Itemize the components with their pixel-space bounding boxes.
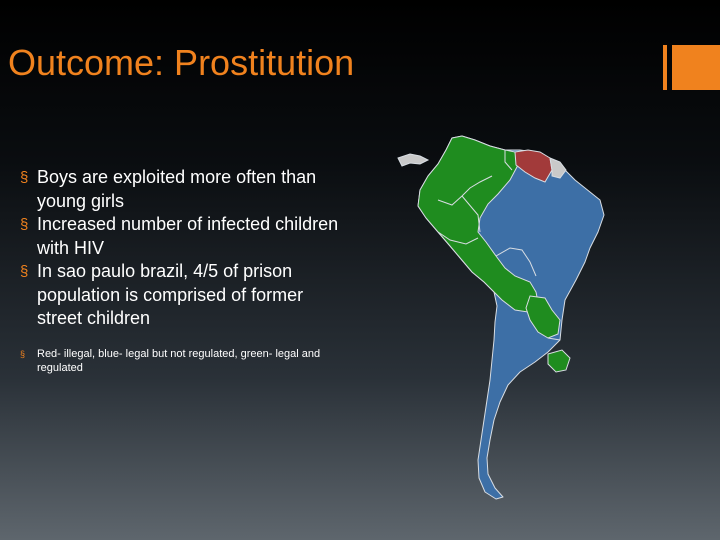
map-region-paraguay [525, 295, 561, 339]
bullet-item: § In sao paulo brazil, 4/5 of prison pop… [20, 260, 340, 331]
bullet-item: § Boys are exploited more often than you… [20, 166, 340, 213]
bullet-item: § Increased number of infected children … [20, 213, 340, 260]
bullet-text: Boys are exploited more often than young… [37, 167, 317, 211]
bullet-marker-icon: § [20, 263, 29, 280]
south-america-map [397, 135, 605, 500]
bullet-text: Increased number of infected children wi… [37, 214, 339, 258]
bullet-marker-icon: § [20, 216, 29, 233]
legend-note-text: Red- illegal, blue- legal but not regula… [37, 348, 321, 374]
accent-bar-thick [672, 45, 720, 90]
bullet-text: In sao paulo brazil, 4/5 of prison popul… [37, 261, 304, 328]
accent-bar-thin [663, 45, 667, 90]
map-borders [437, 150, 561, 341]
bullet-list: § Boys are exploited more often than you… [20, 166, 340, 331]
map-region-guianas [514, 149, 553, 183]
map-region-uruguay [547, 349, 571, 373]
bullet-marker-icon: § [20, 349, 26, 359]
slide-title: Outcome: Prostitution [8, 42, 355, 83]
legend-note: § Red- illegal, blue- legal but not regu… [20, 348, 347, 375]
map-region-panama [397, 153, 430, 167]
bullet-marker-icon: § [20, 169, 29, 186]
map-region-french-guiana [549, 157, 567, 179]
